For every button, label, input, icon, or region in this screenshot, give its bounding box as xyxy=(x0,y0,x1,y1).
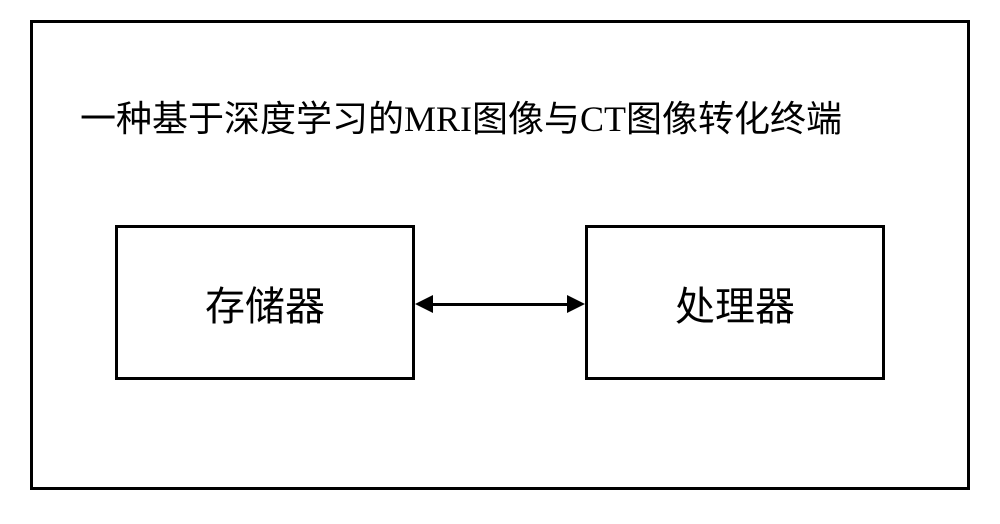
memory-box: 存储器 xyxy=(115,225,415,380)
arrow-line xyxy=(433,303,567,306)
diagram-title: 一种基于深度学习的MRI图像与CT图像转化终端 xyxy=(80,90,842,142)
arrow-head-right-icon xyxy=(567,295,585,313)
bidirectional-arrow xyxy=(415,295,585,313)
processor-label: 处理器 xyxy=(675,274,795,332)
processor-box: 处理器 xyxy=(585,225,885,380)
memory-label: 存储器 xyxy=(205,274,325,332)
arrow-head-left-icon xyxy=(415,295,433,313)
